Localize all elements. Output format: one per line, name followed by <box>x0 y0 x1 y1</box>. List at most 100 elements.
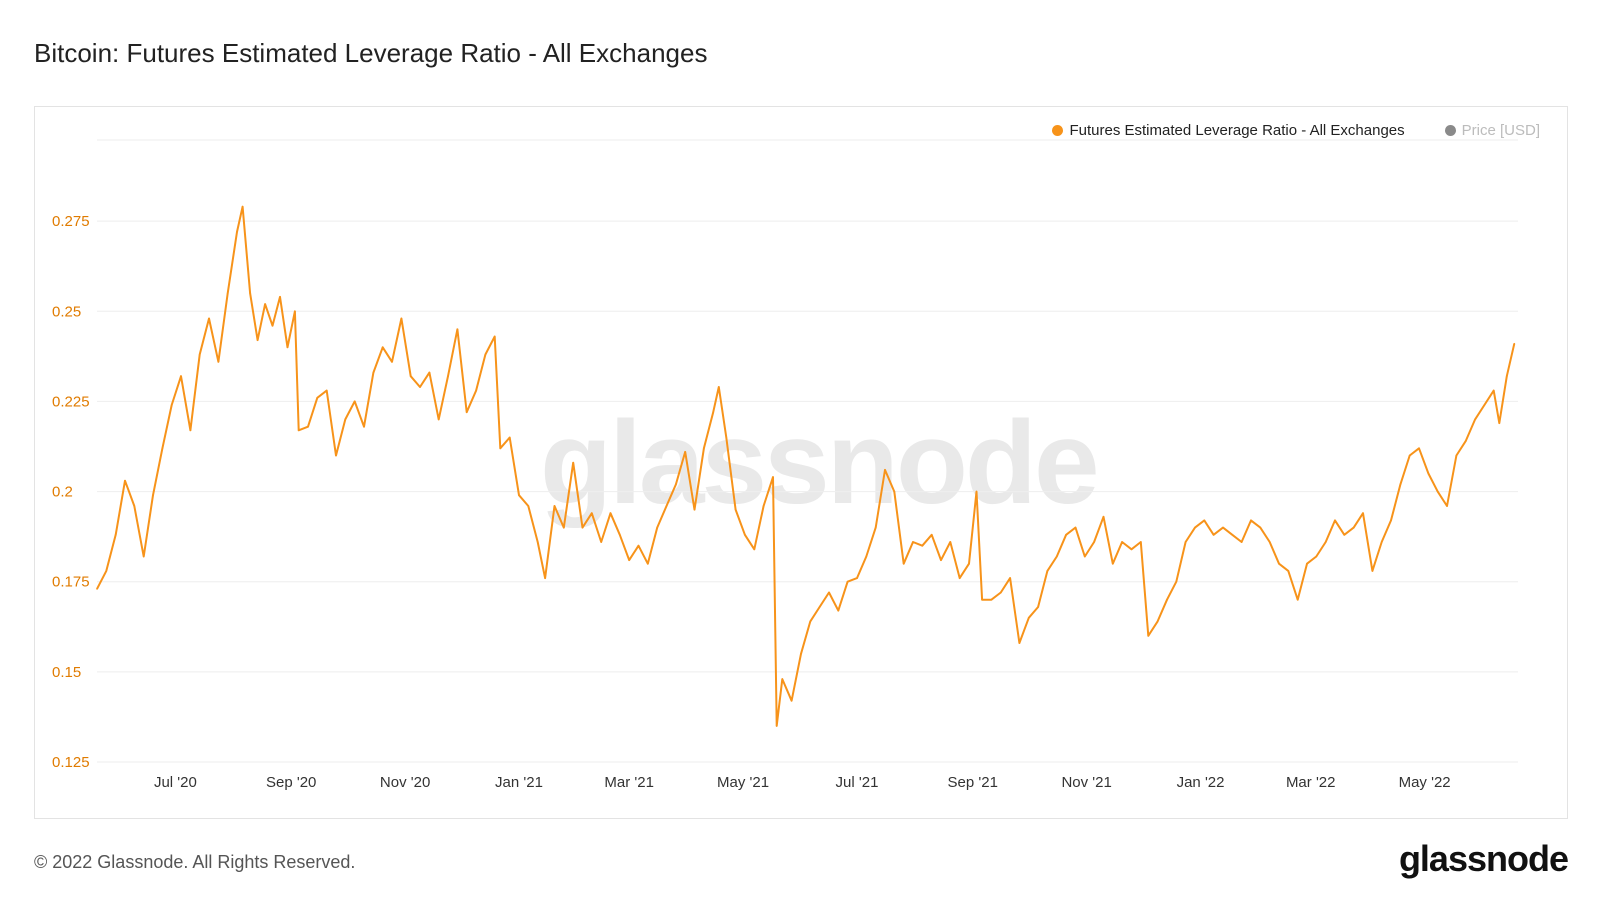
data-point <box>1343 534 1346 536</box>
data-point <box>609 512 612 514</box>
data-point <box>837 609 840 612</box>
data-point <box>790 699 793 702</box>
y-tick-label: 0.225 <box>52 393 90 410</box>
data-point <box>1474 418 1476 421</box>
y-tick-label: 0.25 <box>52 303 81 320</box>
legend-item-price[interactable]: Price [USD] <box>1444 122 1540 139</box>
data-point <box>409 375 412 378</box>
data-point <box>703 447 705 450</box>
data-point <box>1380 541 1383 543</box>
data-point <box>142 555 145 558</box>
chart-title: Bitcoin: Futures Estimated Leverage Rati… <box>34 38 708 68</box>
x-tick-label: May '21 <box>717 774 769 791</box>
data-point <box>256 339 259 341</box>
data-point <box>1492 389 1495 392</box>
data-point <box>249 292 251 295</box>
y-axis: 0.125 0.15 0.175 0.2 0.225 0.25 0.275 <box>52 213 90 771</box>
data-point <box>1056 555 1058 558</box>
data-point <box>656 526 658 529</box>
series-line-leverage-ratio[interactable] <box>96 205 1516 727</box>
data-point <box>1371 570 1374 572</box>
data-point <box>1074 526 1077 529</box>
data-point <box>981 598 983 601</box>
data-point <box>1140 541 1142 543</box>
x-tick-label: Nov '20 <box>380 774 430 791</box>
data-point <box>1112 562 1114 565</box>
data-point <box>189 429 192 432</box>
data-point <box>1212 534 1215 536</box>
data-point <box>1046 570 1049 572</box>
data-point <box>447 375 449 378</box>
data-point <box>96 588 98 590</box>
data-point <box>335 454 337 457</box>
data-point <box>647 562 649 565</box>
y-tick-label: 0.275 <box>52 213 90 230</box>
chart-frame <box>34 106 1568 819</box>
data-point <box>325 389 328 392</box>
data-point <box>1222 526 1224 529</box>
data-point <box>133 505 136 507</box>
data-point <box>1009 577 1011 579</box>
data-point <box>968 562 970 565</box>
legend-item-leverage-ratio[interactable]: Futures Estimated Leverage Ratio - All E… <box>1052 122 1405 139</box>
data-point <box>884 469 886 471</box>
data-point <box>591 512 593 514</box>
data-point <box>198 353 201 356</box>
data-point <box>828 591 830 594</box>
data-point <box>1250 519 1252 522</box>
data-point <box>921 544 924 547</box>
data-point <box>856 577 858 579</box>
data-point <box>264 303 266 305</box>
data-point <box>465 411 468 414</box>
data-point <box>152 494 154 497</box>
x-axis: Jul '20 Sep '20 Nov '20 Jan '21 Mar '21 May '… <box>154 774 1451 791</box>
x-tick-label: Nov '21 <box>1061 774 1111 791</box>
data-point <box>1455 454 1458 457</box>
data-point <box>718 386 720 388</box>
data-point <box>665 505 668 507</box>
x-tick-label: Jan '21 <box>495 774 543 791</box>
data-point <box>279 296 281 298</box>
watermark: glassnode <box>540 397 1100 529</box>
data-point <box>1259 526 1262 529</box>
data-point <box>1399 483 1402 486</box>
legend: Futures Estimated Leverage Ratio - All E… <box>1052 122 1540 139</box>
data-point <box>734 508 737 511</box>
data-point <box>1231 534 1234 536</box>
data-point <box>400 317 403 320</box>
data-point <box>437 418 440 421</box>
x-tick-label: Jul '21 <box>836 774 879 791</box>
data-point <box>800 653 802 655</box>
y-tick-label: 0.15 <box>52 664 81 681</box>
data-point <box>1436 490 1439 493</box>
data-point <box>975 490 978 493</box>
data-point <box>581 526 584 529</box>
data-point <box>753 548 756 551</box>
data-point <box>553 505 556 507</box>
data-point <box>628 559 630 561</box>
data-point <box>1203 519 1206 522</box>
data-point <box>1065 534 1067 536</box>
data-point <box>1147 635 1150 637</box>
data-point <box>1287 570 1290 572</box>
data-point <box>1000 591 1002 594</box>
data-point <box>781 678 784 680</box>
data-point <box>958 577 961 579</box>
brand-logo[interactable]: glassnode <box>1398 838 1569 879</box>
data-point <box>1268 541 1271 543</box>
copyright: © 2022 Glassnode. All Rights Reserved. <box>34 852 356 872</box>
data-point <box>456 328 459 331</box>
data-point <box>1175 580 1178 583</box>
data-point <box>1194 526 1196 529</box>
data-point <box>1418 447 1420 450</box>
data-point <box>1084 555 1086 558</box>
x-tick-label: Jan '22 <box>1177 774 1225 791</box>
data-point <box>344 418 347 421</box>
data-point <box>484 353 487 356</box>
legend-label: Price [USD] <box>1461 122 1540 139</box>
data-point <box>286 346 289 349</box>
data-point <box>307 425 309 428</box>
y-tick-label: 0.175 <box>52 574 90 591</box>
data-point <box>1315 555 1318 558</box>
data-point <box>1093 541 1095 543</box>
